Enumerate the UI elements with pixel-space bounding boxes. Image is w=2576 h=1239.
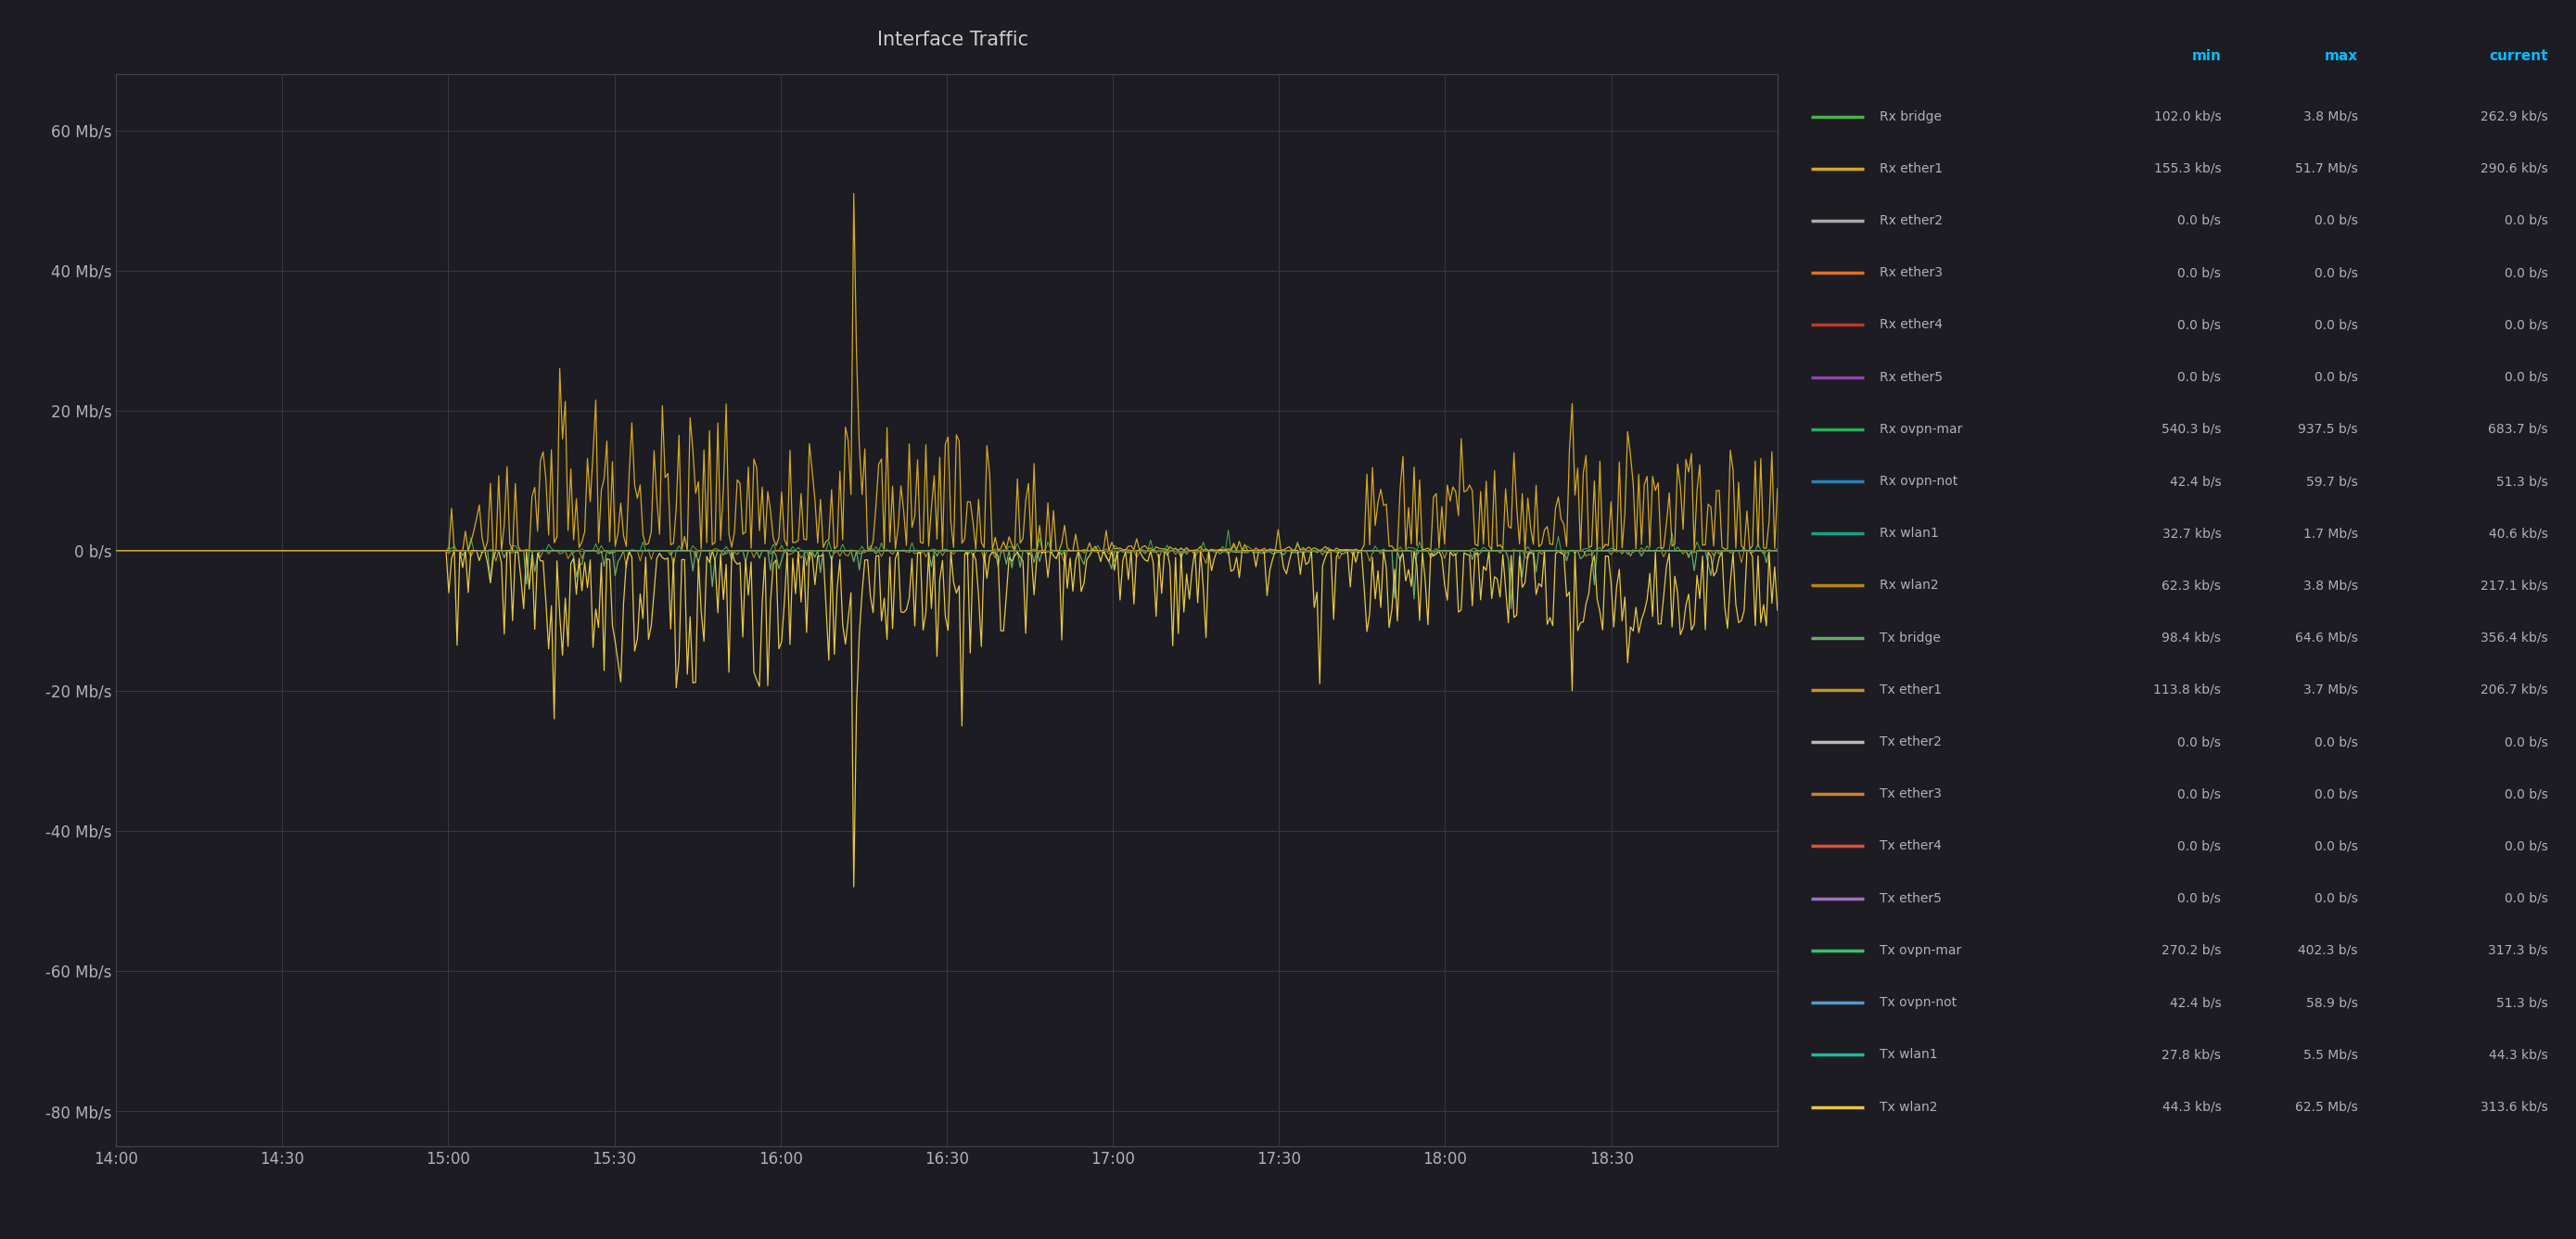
Text: 0.0 b/s: 0.0 b/s [2313, 214, 2357, 227]
Text: 0.0 b/s: 0.0 b/s [2504, 736, 2548, 748]
Text: 0.0 b/s: 0.0 b/s [2313, 370, 2357, 384]
Text: 5.5 Mb/s: 5.5 Mb/s [2303, 1048, 2357, 1062]
Text: 0.0 b/s: 0.0 b/s [2177, 266, 2221, 279]
Text: 0.0 b/s: 0.0 b/s [2504, 266, 2548, 279]
Text: 0.0 b/s: 0.0 b/s [2177, 736, 2221, 748]
Text: 42.4 b/s: 42.4 b/s [2169, 475, 2221, 488]
Text: min: min [2192, 48, 2221, 63]
Text: 0.0 b/s: 0.0 b/s [2313, 892, 2357, 904]
Text: 0.0 b/s: 0.0 b/s [2504, 370, 2548, 384]
Text: Tx wlan2: Tx wlan2 [1878, 1100, 1937, 1114]
Text: 3.8 Mb/s: 3.8 Mb/s [2303, 110, 2357, 123]
Text: Tx ovpn-mar: Tx ovpn-mar [1878, 944, 1960, 957]
Text: 40.6 kb/s: 40.6 kb/s [2488, 527, 2548, 540]
Text: 51.7 Mb/s: 51.7 Mb/s [2295, 162, 2357, 175]
Text: Tx wlan1: Tx wlan1 [1878, 1048, 1937, 1062]
Text: Rx ovpn-not: Rx ovpn-not [1878, 475, 1958, 488]
Text: 0.0 b/s: 0.0 b/s [2177, 214, 2221, 227]
Text: 0.0 b/s: 0.0 b/s [2313, 318, 2357, 332]
Text: 540.3 b/s: 540.3 b/s [2161, 422, 2221, 436]
Text: 0.0 b/s: 0.0 b/s [2177, 370, 2221, 384]
Text: 155.3 kb/s: 155.3 kb/s [2154, 162, 2221, 175]
Text: 0.0 b/s: 0.0 b/s [2177, 788, 2221, 800]
Text: Rx ether4: Rx ether4 [1878, 318, 1942, 332]
Text: 0.0 b/s: 0.0 b/s [2313, 266, 2357, 279]
Text: Tx ether4: Tx ether4 [1878, 840, 1942, 852]
Text: 0.0 b/s: 0.0 b/s [2504, 318, 2548, 332]
Text: 0.0 b/s: 0.0 b/s [2504, 788, 2548, 800]
Text: 262.9 kb/s: 262.9 kb/s [2481, 110, 2548, 123]
Text: Rx bridge: Rx bridge [1878, 110, 1942, 123]
Text: 317.3 b/s: 317.3 b/s [2488, 944, 2548, 957]
Text: 113.8 kb/s: 113.8 kb/s [2154, 684, 2221, 696]
Text: Tx bridge: Tx bridge [1878, 631, 1940, 644]
Text: 62.5 Mb/s: 62.5 Mb/s [2295, 1100, 2357, 1114]
Text: 0.0 b/s: 0.0 b/s [2504, 214, 2548, 227]
Text: Rx wlan1: Rx wlan1 [1878, 527, 1937, 540]
Text: 32.7 kb/s: 32.7 kb/s [2161, 527, 2221, 540]
Text: 98.4 kb/s: 98.4 kb/s [2161, 631, 2221, 644]
Text: 3.8 Mb/s: 3.8 Mb/s [2303, 579, 2357, 592]
Text: 0.0 b/s: 0.0 b/s [2177, 840, 2221, 852]
Text: Interface Traffic: Interface Traffic [878, 31, 1028, 50]
Text: 290.6 kb/s: 290.6 kb/s [2481, 162, 2548, 175]
Text: 206.7 kb/s: 206.7 kb/s [2481, 684, 2548, 696]
Text: 42.4 b/s: 42.4 b/s [2169, 996, 2221, 1009]
Text: 0.0 b/s: 0.0 b/s [2313, 736, 2357, 748]
Text: 44.3 kb/s: 44.3 kb/s [2161, 1100, 2221, 1114]
Text: 313.6 kb/s: 313.6 kb/s [2481, 1100, 2548, 1114]
Text: 0.0 b/s: 0.0 b/s [2504, 892, 2548, 904]
Text: 27.8 kb/s: 27.8 kb/s [2161, 1048, 2221, 1062]
Text: 217.1 kb/s: 217.1 kb/s [2481, 579, 2548, 592]
Text: 64.6 Mb/s: 64.6 Mb/s [2295, 631, 2357, 644]
Text: 356.4 kb/s: 356.4 kb/s [2481, 631, 2548, 644]
Text: 44.3 kb/s: 44.3 kb/s [2488, 1048, 2548, 1062]
Text: 58.9 b/s: 58.9 b/s [2306, 996, 2357, 1009]
Text: Rx ether3: Rx ether3 [1878, 266, 1942, 279]
Text: Tx ether2: Tx ether2 [1878, 736, 1942, 748]
Text: max: max [2324, 48, 2357, 63]
Text: 51.3 b/s: 51.3 b/s [2496, 996, 2548, 1009]
Text: 0.0 b/s: 0.0 b/s [2504, 840, 2548, 852]
Text: 102.0 kb/s: 102.0 kb/s [2154, 110, 2221, 123]
Text: Rx wlan2: Rx wlan2 [1878, 579, 1937, 592]
Text: 402.3 b/s: 402.3 b/s [2298, 944, 2357, 957]
Text: 62.3 kb/s: 62.3 kb/s [2161, 579, 2221, 592]
Text: 0.0 b/s: 0.0 b/s [2177, 318, 2221, 332]
Text: Tx ether3: Tx ether3 [1878, 788, 1942, 800]
Text: current: current [2488, 48, 2548, 63]
Text: 51.3 b/s: 51.3 b/s [2496, 475, 2548, 488]
Text: Rx ether1: Rx ether1 [1878, 162, 1942, 175]
Text: 683.7 b/s: 683.7 b/s [2488, 422, 2548, 436]
Text: 0.0 b/s: 0.0 b/s [2313, 840, 2357, 852]
Text: Tx ovpn-not: Tx ovpn-not [1878, 996, 1955, 1009]
Text: 937.5 b/s: 937.5 b/s [2298, 422, 2357, 436]
Text: 1.7 Mb/s: 1.7 Mb/s [2303, 527, 2357, 540]
Text: 0.0 b/s: 0.0 b/s [2313, 788, 2357, 800]
Text: Rx ether2: Rx ether2 [1878, 214, 1942, 227]
Text: 270.2 b/s: 270.2 b/s [2161, 944, 2221, 957]
Text: Rx ovpn-mar: Rx ovpn-mar [1878, 422, 1963, 436]
Text: 59.7 b/s: 59.7 b/s [2306, 475, 2357, 488]
Text: Tx ether5: Tx ether5 [1878, 892, 1942, 904]
Text: Rx ether5: Rx ether5 [1878, 370, 1942, 384]
Text: Tx ether1: Tx ether1 [1878, 684, 1942, 696]
Text: 0.0 b/s: 0.0 b/s [2177, 892, 2221, 904]
Text: 3.7 Mb/s: 3.7 Mb/s [2303, 684, 2357, 696]
